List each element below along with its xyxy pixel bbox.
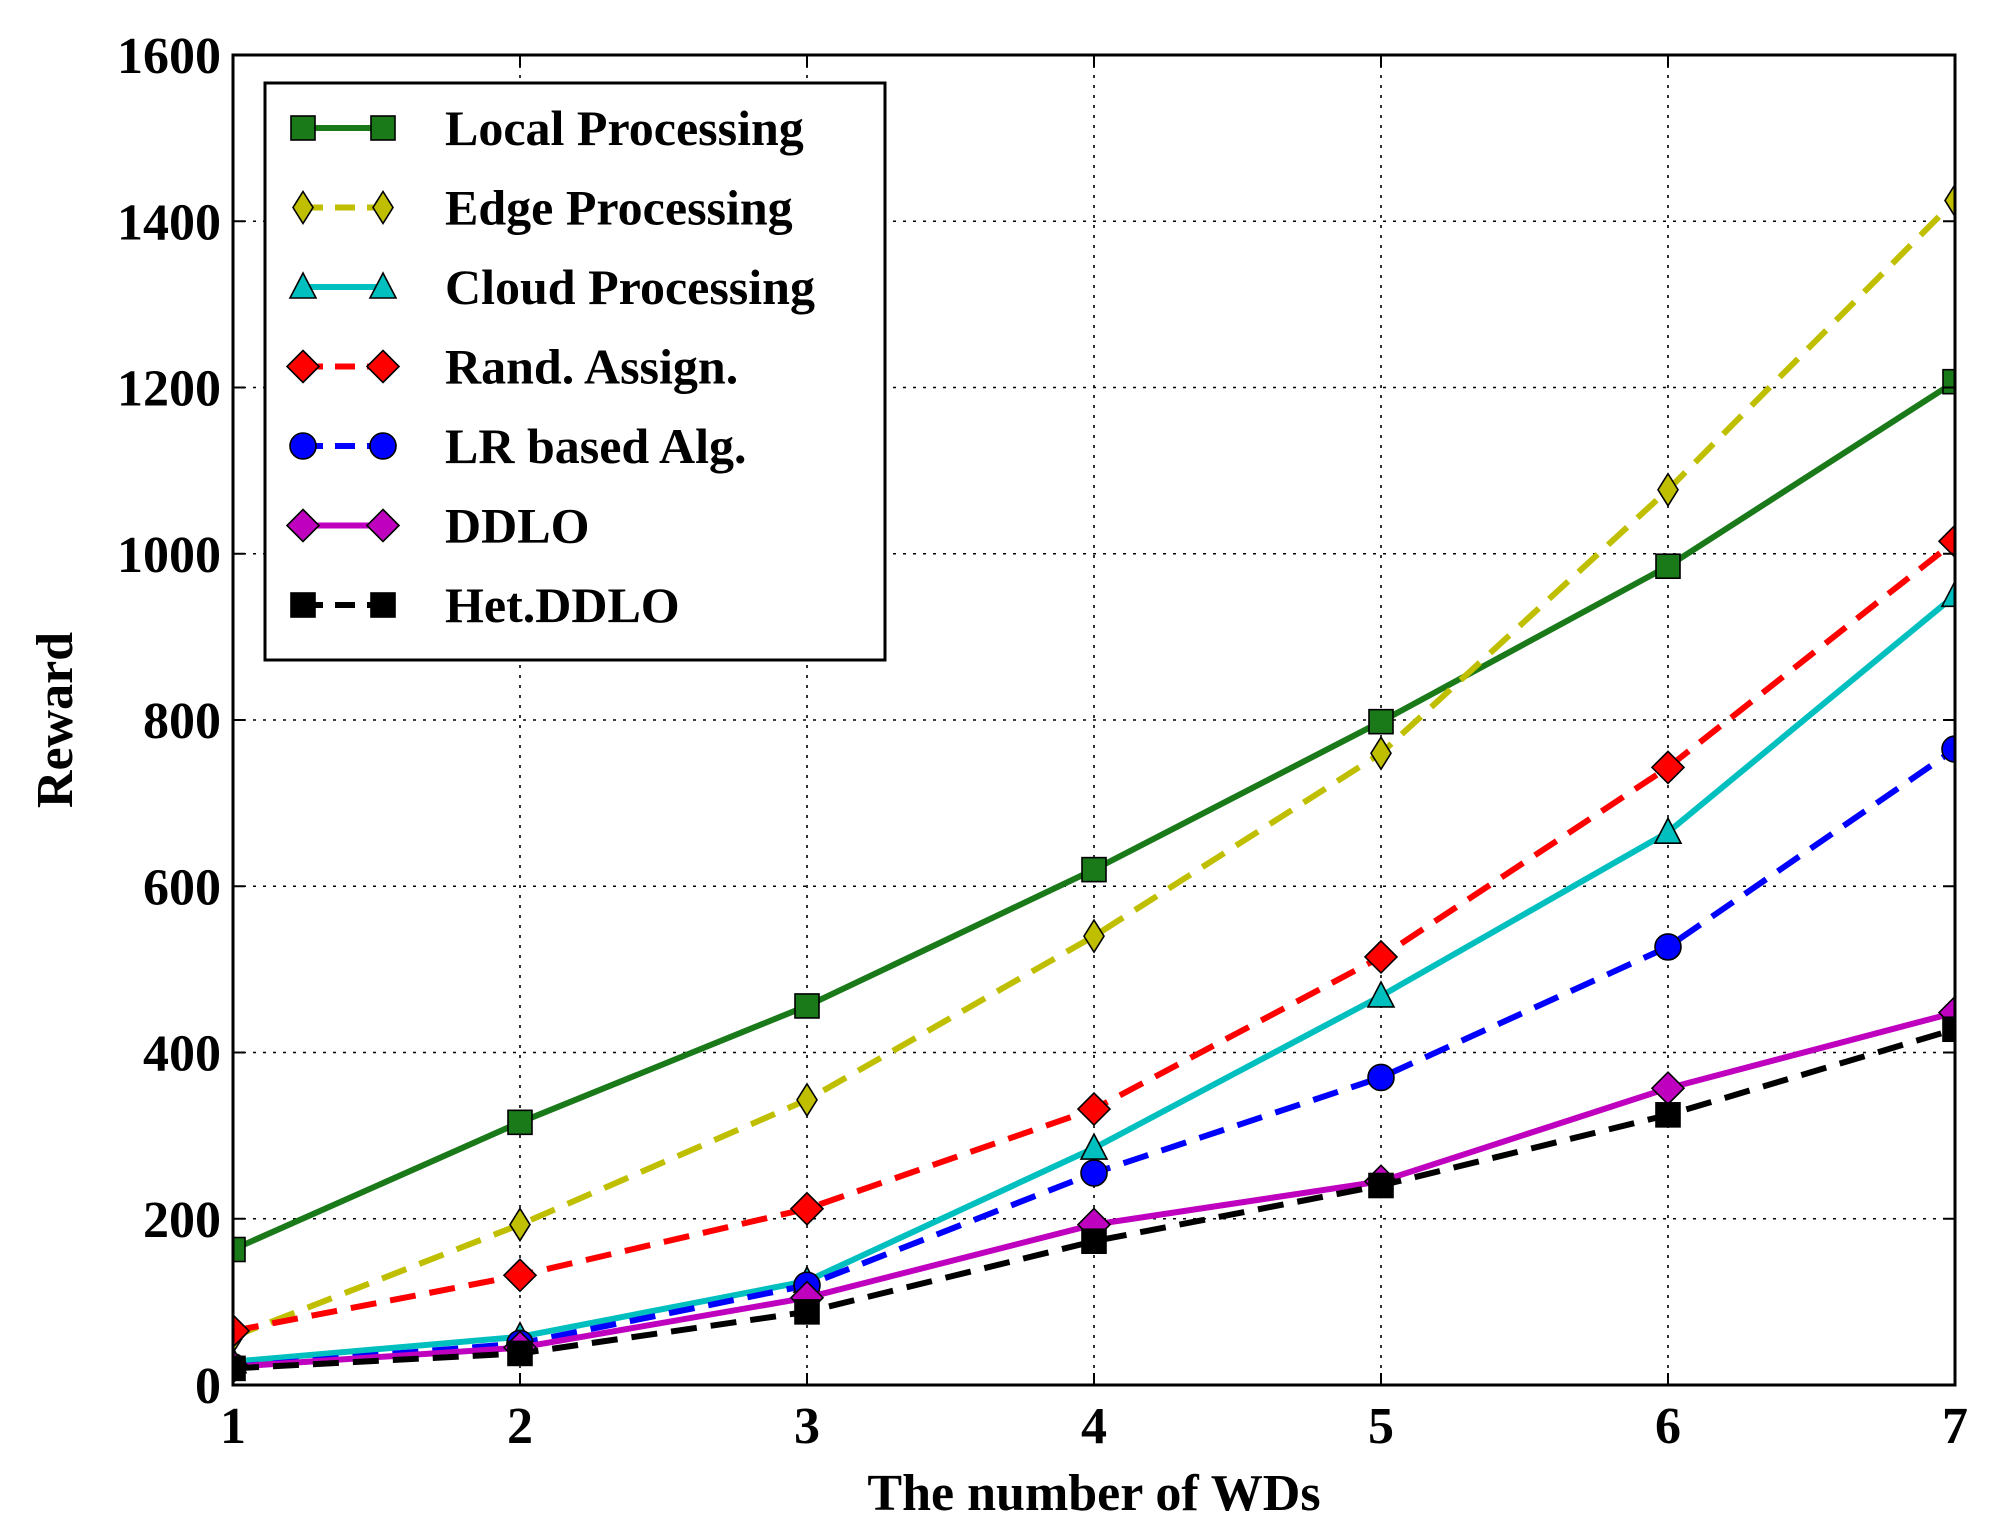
legend-item: DDLO bbox=[285, 498, 589, 554]
y-tick-label: 200 bbox=[143, 1192, 221, 1249]
y-tick-label: 800 bbox=[143, 693, 221, 750]
y-tick-label: 600 bbox=[143, 859, 221, 916]
legend-label: DDLO bbox=[445, 498, 589, 554]
legend-marker bbox=[370, 592, 396, 618]
data-point bbox=[1083, 918, 1105, 954]
data-point bbox=[1941, 735, 1955, 763]
x-tick-label: 6 bbox=[1655, 1398, 1681, 1455]
data-point bbox=[502, 1258, 538, 1293]
legend-label: Rand. Assign. bbox=[445, 339, 738, 395]
legend-label: Local Processing bbox=[445, 100, 804, 156]
data-point bbox=[507, 1109, 533, 1136]
data-point bbox=[1650, 1071, 1686, 1106]
data-point bbox=[1081, 856, 1107, 883]
data-point bbox=[507, 1340, 533, 1367]
legend-item: LR based Alg. bbox=[289, 418, 746, 474]
x-tick-label: 3 bbox=[794, 1398, 820, 1455]
data-point bbox=[1655, 1102, 1681, 1128]
legend-item: Cloud Processing bbox=[288, 259, 815, 315]
y-tick-label: 1400 bbox=[117, 194, 221, 251]
legend: Local Processing Edge Processing Cloud Pro… bbox=[263, 81, 887, 662]
legend-item: Rand. Assign. bbox=[285, 339, 738, 395]
y-axis-label: Reward bbox=[27, 632, 84, 808]
data-point bbox=[1650, 750, 1686, 785]
legend-marker bbox=[289, 432, 317, 460]
legend-marker bbox=[285, 508, 321, 543]
legend-marker bbox=[365, 508, 401, 543]
y-tick-label: 0 bbox=[195, 1358, 221, 1415]
data-point bbox=[1657, 472, 1679, 508]
x-tick-label: 4 bbox=[1081, 1398, 1107, 1455]
data-point bbox=[1654, 933, 1682, 961]
data-point bbox=[1363, 939, 1399, 975]
legend-marker bbox=[370, 115, 396, 141]
data-point bbox=[1370, 735, 1392, 771]
legend-marker bbox=[290, 115, 316, 141]
x-tick-label: 7 bbox=[1942, 1398, 1968, 1455]
data-point bbox=[509, 1207, 531, 1243]
data-point bbox=[233, 1236, 246, 1263]
data-point bbox=[1081, 1228, 1107, 1254]
y-tick-label: 1000 bbox=[117, 527, 221, 584]
series-layer bbox=[233, 182, 1955, 1384]
series-rand-assign bbox=[233, 524, 1955, 1349]
data-point bbox=[1653, 816, 1683, 845]
data-point bbox=[1944, 182, 1955, 218]
data-point bbox=[1366, 980, 1396, 1008]
data-point bbox=[1655, 553, 1681, 580]
legend-marker bbox=[369, 432, 397, 460]
series-ddlo bbox=[233, 995, 1955, 1384]
data-point bbox=[1940, 579, 1955, 608]
data-point bbox=[233, 1355, 246, 1382]
legend-label: Cloud Processing bbox=[445, 259, 815, 315]
legend-marker bbox=[290, 592, 316, 618]
data-point bbox=[1368, 1172, 1394, 1199]
legend-label: Het.DDLO bbox=[445, 577, 680, 633]
legend-box bbox=[263, 81, 887, 662]
x-tick-label: 1 bbox=[220, 1398, 246, 1455]
y-tick-label: 1200 bbox=[117, 361, 221, 418]
legend-marker bbox=[365, 349, 401, 384]
x-axis-label: The number of WDs bbox=[867, 1465, 1320, 1522]
data-point bbox=[1937, 524, 1955, 559]
legend-marker bbox=[292, 189, 314, 226]
data-point bbox=[1368, 708, 1394, 735]
data-point bbox=[794, 1299, 820, 1325]
data-point bbox=[1079, 1132, 1109, 1160]
data-point bbox=[1367, 1063, 1395, 1092]
legend-item: Het.DDLO bbox=[290, 577, 680, 633]
legend-marker bbox=[368, 271, 398, 299]
legend-label: Edge Processing bbox=[445, 180, 793, 236]
legend-marker bbox=[288, 271, 318, 299]
x-tick-label: 5 bbox=[1368, 1398, 1394, 1455]
y-tick-label: 400 bbox=[143, 1026, 221, 1083]
y-tick-label: 1600 bbox=[117, 28, 221, 85]
series-edge-processing bbox=[233, 182, 1955, 1355]
legend-label: LR based Alg. bbox=[445, 418, 746, 474]
data-point bbox=[789, 1191, 825, 1226]
legend-marker bbox=[285, 349, 321, 384]
data-point bbox=[1942, 1016, 1955, 1043]
x-tick-label: 2 bbox=[507, 1398, 533, 1455]
series-het-ddlo bbox=[233, 1016, 1955, 1382]
data-point bbox=[233, 1313, 251, 1349]
legend-item: Edge Processing bbox=[292, 180, 793, 236]
data-point bbox=[796, 1082, 818, 1118]
legend-marker bbox=[372, 189, 394, 226]
data-point bbox=[1076, 1091, 1112, 1127]
data-point bbox=[794, 993, 820, 1019]
data-point bbox=[1080, 1159, 1108, 1187]
series-local-processing bbox=[233, 368, 1955, 1263]
legend-item: Local Processing bbox=[290, 100, 804, 156]
ticks: 1 2 3 4 5 6 7 0 200 400 600 800 1000 1200 1400 1600 bbox=[117, 28, 1968, 1455]
